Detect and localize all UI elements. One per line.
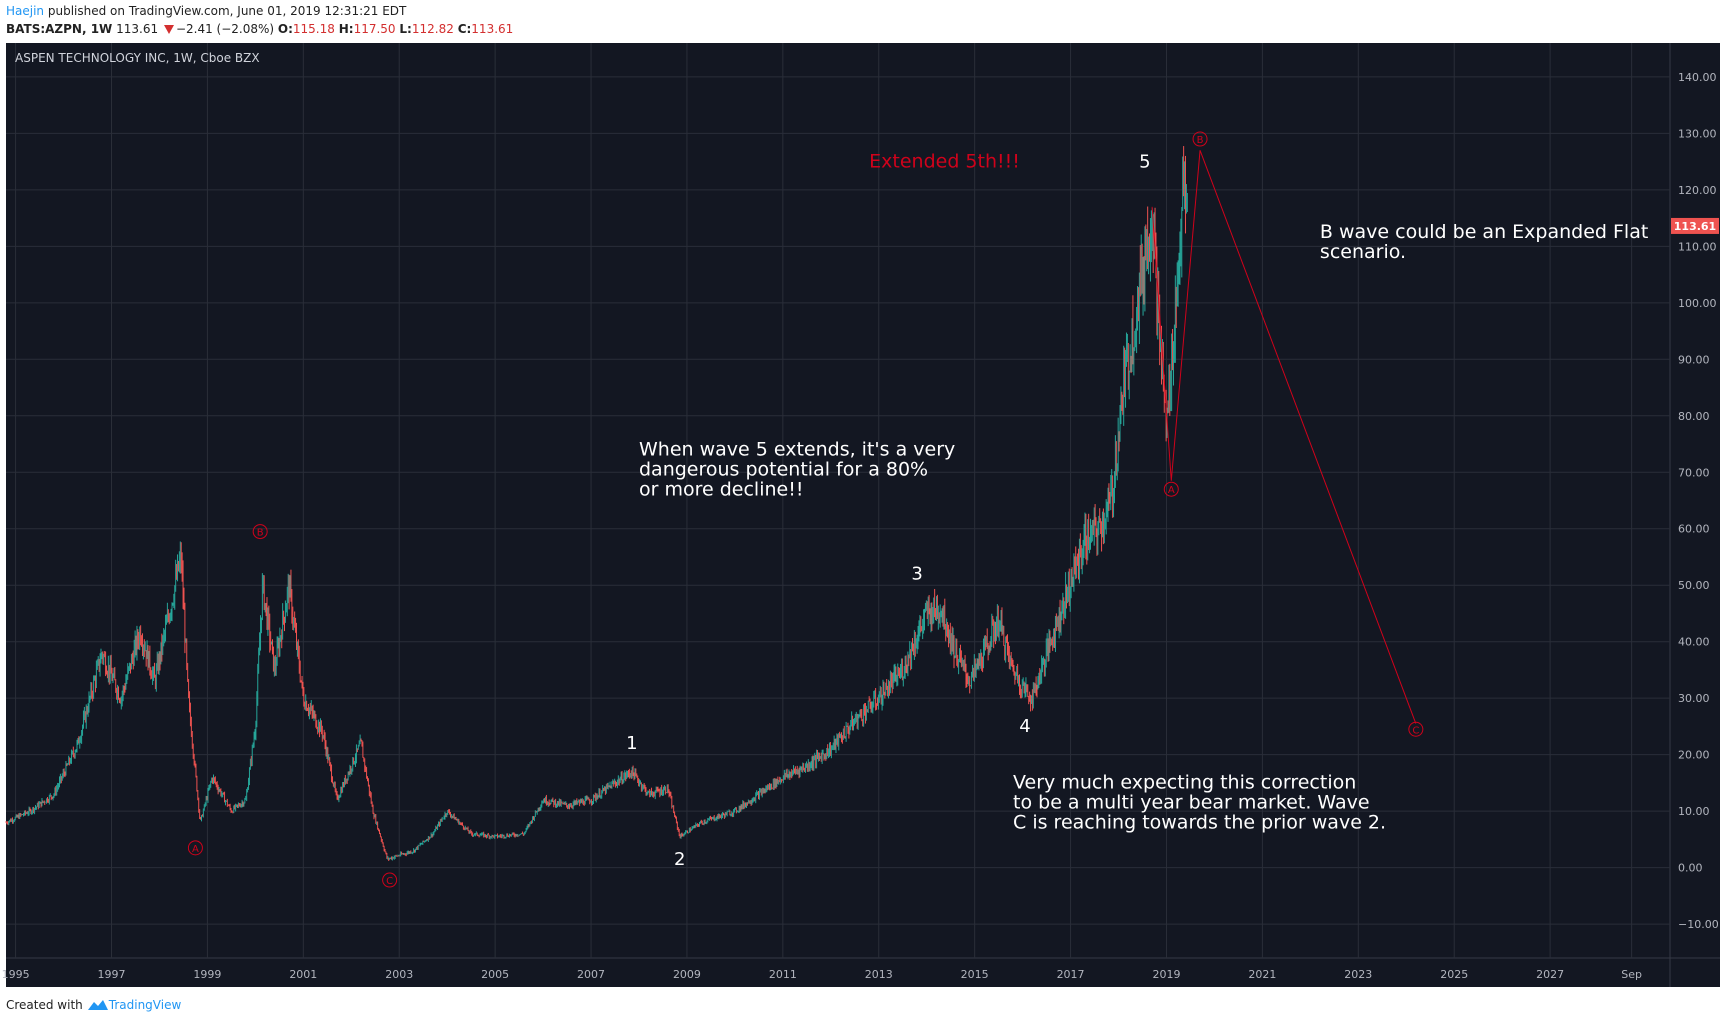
- wave-label-2: 2: [674, 849, 685, 870]
- x-tick-label: 2009: [673, 968, 701, 981]
- y-tick-label: 130.00: [1678, 127, 1717, 140]
- y-tick-label: 30.00: [1678, 692, 1710, 705]
- wave-circle-A: [1163, 481, 1179, 497]
- close-label: C:: [457, 22, 472, 36]
- y-tick-label: 20.00: [1678, 749, 1710, 762]
- note-wave5-warning: When wave 5 extends, it's a very: [639, 438, 955, 460]
- wave-circle-label-C: C: [1412, 725, 1419, 736]
- wave-label-3: 3: [911, 564, 922, 585]
- open-value: 115.18: [292, 22, 335, 36]
- y-tick-label: 60.00: [1678, 523, 1710, 536]
- symbol-label: BATS:AZPN, 1W: [6, 22, 113, 36]
- x-tick-label: 2019: [1152, 968, 1180, 981]
- y-tick-label: 0.00: [1678, 862, 1703, 875]
- wave-circle-label-A: A: [1168, 485, 1175, 496]
- x-tick-label: Sep: [1621, 968, 1642, 981]
- x-tick-label: 2025: [1440, 968, 1468, 981]
- wave-circle-B: [1192, 131, 1208, 147]
- low-value: 112.82: [411, 22, 454, 36]
- tradingview-brand[interactable]: TradingView: [87, 998, 182, 1012]
- x-tick-label: 2023: [1344, 968, 1372, 981]
- created-with-label: Created with: [6, 998, 83, 1012]
- high-value: 117.50: [353, 22, 396, 36]
- x-tick-label: 2005: [481, 968, 509, 981]
- x-tick-label: 2011: [769, 968, 797, 981]
- low-label: L:: [399, 22, 412, 36]
- wave-circle-label-C: C: [386, 876, 393, 887]
- y-tick-label: 50.00: [1678, 579, 1710, 592]
- x-tick-label: 1997: [97, 968, 125, 981]
- last-price: 113.61: [116, 22, 159, 36]
- y-tick-label: 90.00: [1678, 353, 1710, 366]
- chart-background: [6, 43, 1720, 987]
- y-tick-label: 70.00: [1678, 466, 1710, 479]
- y-tick-label: 80.00: [1678, 410, 1710, 423]
- note-expanded-flat: scenario.: [1320, 241, 1406, 263]
- y-tick-label: 110.00: [1678, 240, 1717, 253]
- wave-circle-label-A: A: [192, 844, 199, 855]
- footer: Created with TradingView: [6, 998, 181, 1012]
- x-tick-label: 1995: [2, 968, 30, 981]
- y-tick-label: 40.00: [1678, 636, 1710, 649]
- wave-label-5: 5: [1139, 151, 1150, 172]
- x-tick-label: 2013: [865, 968, 893, 981]
- y-tick-label: 100.00: [1678, 297, 1717, 310]
- note-wave5-warning: or more decline!!: [639, 478, 803, 500]
- y-tick-label: −10.00: [1678, 918, 1719, 931]
- wave-circle-label-B: B: [1197, 135, 1204, 146]
- note-wave5-warning: dangerous potential for a 80%: [639, 458, 928, 480]
- abc-pattern-line: [1151, 150, 1417, 724]
- x-tick-label: 2003: [385, 968, 413, 981]
- price-change: −2.41 (−2.08%): [175, 22, 275, 36]
- chart-title: ASPEN TECHNOLOGY INC, 1W, Cboe BZX: [15, 51, 260, 65]
- tradingview-brand-label: TradingView: [108, 998, 182, 1012]
- y-tick-label: 120.00: [1678, 184, 1717, 197]
- open-label: O:: [277, 22, 293, 36]
- x-tick-label: 2007: [577, 968, 605, 981]
- y-tick-label: 140.00: [1678, 71, 1717, 84]
- wave-circle-A: [187, 840, 203, 856]
- last-price-badge: [1671, 217, 1719, 234]
- note-correction: to be a multi year bear market. Wave: [1013, 792, 1370, 814]
- last-price-label: 113.61: [1674, 220, 1716, 233]
- x-tick-label: 2017: [1057, 968, 1085, 981]
- down-triangle-icon: [163, 25, 174, 34]
- high-label: H:: [338, 22, 354, 36]
- publish-info: published on TradingView.com, June 01, 2…: [47, 4, 407, 18]
- candles: [5, 146, 1188, 861]
- publish-line: Haejin published on TradingView.com, Jun…: [6, 4, 406, 18]
- author-link[interactable]: Haejin: [6, 4, 45, 18]
- x-tick-label: 2027: [1536, 968, 1564, 981]
- x-tick-label: 2015: [961, 968, 989, 981]
- note-expanded-flat: B wave could be an Expanded Flat: [1320, 221, 1648, 243]
- wave-circle-C: [382, 872, 398, 888]
- tradingview-logo-icon: [87, 1000, 108, 1010]
- note-correction: Very much expecting this correction: [1013, 772, 1356, 794]
- wave-label-1: 1: [626, 733, 637, 754]
- note-extended: Extended 5th!!!: [869, 150, 1020, 172]
- wave-circle-C: [1408, 721, 1424, 737]
- close-value: 113.61: [471, 22, 514, 36]
- wave-circle-B: [252, 524, 268, 540]
- wave-circle-label-B: B: [257, 528, 264, 539]
- wave-label-4: 4: [1019, 716, 1030, 737]
- x-tick-label: 1999: [193, 968, 221, 981]
- y-tick-label: 10.00: [1678, 805, 1710, 818]
- ohlc-bar: BATS:AZPN, 1W 113.61 −2.41 (−2.08%) O:11…: [6, 22, 513, 36]
- note-correction: C is reaching towards the prior wave 2.: [1013, 812, 1386, 834]
- x-tick-label: 2001: [289, 968, 317, 981]
- x-tick-label: 2021: [1248, 968, 1276, 981]
